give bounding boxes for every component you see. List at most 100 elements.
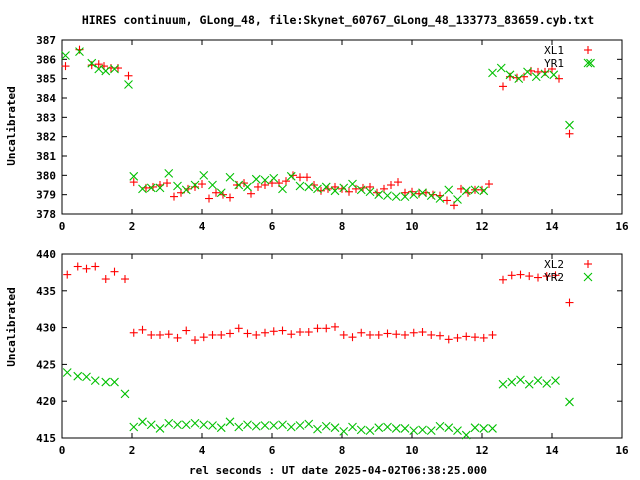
x-tick-label: 10	[405, 220, 418, 233]
data-point	[408, 187, 416, 196]
data-point	[488, 330, 497, 339]
data-point	[435, 194, 445, 203]
x-tick-label: 16	[615, 444, 629, 457]
data-point	[304, 182, 314, 192]
data-point	[391, 192, 401, 201]
data-point	[278, 326, 287, 335]
data-point	[392, 330, 401, 339]
data-point	[383, 329, 392, 338]
data-point	[146, 420, 156, 430]
data-point	[401, 188, 409, 197]
data-point	[226, 193, 234, 202]
data-point	[101, 66, 111, 76]
x-tick-label: 6	[269, 220, 276, 233]
data-point	[479, 333, 488, 342]
data-point	[287, 330, 296, 339]
data-point	[409, 328, 418, 337]
data-point	[254, 182, 262, 191]
bottom-panel: Uncalibrated rel seconds : UT date 2025-…	[5, 248, 629, 477]
data-point	[374, 190, 384, 200]
data-point	[531, 72, 541, 82]
data-point	[251, 174, 261, 184]
data-point	[225, 172, 235, 182]
data-point	[507, 377, 517, 387]
data-point	[461, 430, 471, 440]
data-point	[313, 324, 322, 333]
legend-marker-YR2	[583, 272, 593, 282]
y-tick-label: 435	[36, 285, 56, 298]
legend-label-YR2: YR2	[544, 271, 564, 284]
data-point	[208, 421, 217, 430]
data-point	[435, 421, 445, 431]
data-point	[523, 67, 532, 77]
data-point	[542, 272, 551, 281]
data-point	[524, 379, 534, 389]
y-tick-label: 382	[36, 131, 56, 144]
data-point	[164, 169, 174, 178]
data-point	[443, 196, 451, 205]
data-point	[303, 173, 311, 182]
data-point	[322, 324, 331, 333]
data-point	[173, 420, 182, 430]
data-point	[330, 186, 340, 196]
data-point	[234, 324, 243, 333]
data-point	[124, 80, 133, 89]
data-point	[453, 426, 462, 436]
legend-label-XL2: XL2	[544, 258, 564, 271]
data-point	[387, 181, 395, 189]
data-point	[282, 177, 290, 186]
data-point	[507, 271, 516, 280]
data-point	[217, 330, 226, 339]
data-point	[534, 273, 542, 282]
data-point	[101, 275, 110, 284]
data-point	[470, 185, 480, 195]
data-point	[533, 376, 543, 385]
data-point	[348, 179, 357, 189]
data-point	[296, 328, 304, 337]
data-point	[170, 192, 178, 201]
data-point	[110, 377, 119, 387]
legend-label-XL1: XL1	[544, 44, 564, 57]
data-point	[73, 371, 83, 381]
y-tick-label: 381	[36, 150, 56, 163]
data-point	[516, 270, 525, 279]
data-point	[181, 420, 191, 430]
data-point	[339, 330, 348, 339]
data-point	[205, 194, 213, 203]
data-point	[121, 275, 129, 284]
data-point	[278, 184, 287, 194]
data-point	[182, 326, 191, 335]
data-point	[374, 423, 384, 433]
data-point	[156, 330, 164, 339]
data-point	[260, 421, 270, 430]
data-point	[190, 180, 200, 190]
data-point	[366, 330, 374, 339]
data-point	[61, 51, 70, 60]
legend-marker-YR1	[583, 58, 593, 68]
data-point	[401, 330, 409, 339]
data-point	[540, 69, 550, 79]
data-point	[427, 330, 436, 339]
y-tick-label: 378	[36, 208, 56, 221]
data-point	[269, 327, 278, 336]
data-point	[124, 71, 133, 80]
data-point	[243, 182, 252, 192]
data-point	[444, 185, 454, 195]
data-point	[138, 417, 147, 427]
data-point	[471, 333, 479, 342]
data-point	[391, 424, 401, 433]
data-point	[565, 120, 574, 130]
x-tick-label: 14	[545, 220, 559, 233]
x-tick-label: 10	[405, 444, 418, 457]
data-point	[164, 330, 173, 339]
data-point	[409, 190, 419, 200]
data-point	[485, 180, 493, 189]
data-point	[345, 187, 353, 196]
data-point	[339, 183, 349, 193]
data-point	[163, 179, 171, 188]
data-point	[82, 372, 91, 382]
data-point	[234, 422, 244, 432]
data-point	[243, 420, 252, 430]
